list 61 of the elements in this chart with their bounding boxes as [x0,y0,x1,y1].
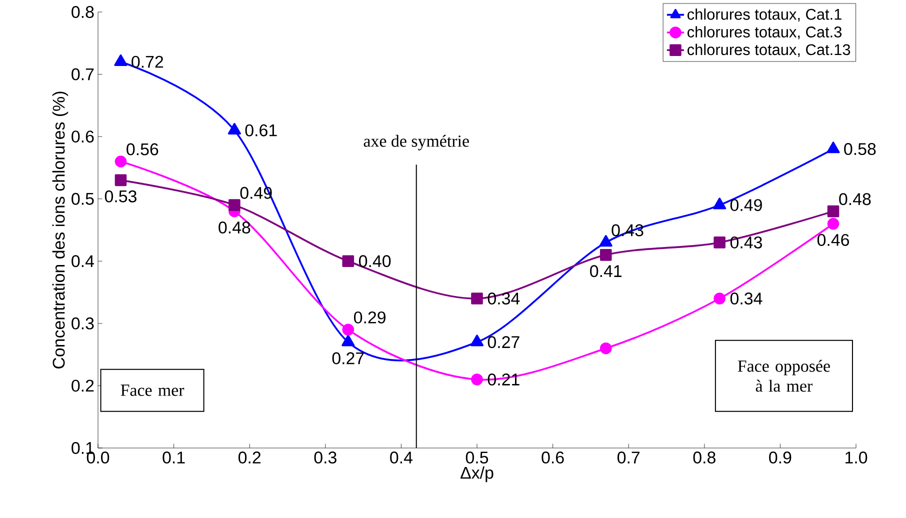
data-label: 0.41 [590,265,622,278]
x-tick-label: 0.9 [769,452,792,464]
x-tick-label: 1.0 [846,452,868,464]
ref-line-label: axe de symétrie [364,134,469,150]
legend-label: chlorures totaux, Cat.3 [688,26,842,40]
data-label: 0.34 [730,292,762,305]
point [600,249,612,261]
y-tick-label: 0.5 [72,192,94,205]
point [827,205,840,218]
x-tick-label: 0.3 [314,452,336,464]
x-tick-label: 0.7 [617,452,640,464]
x-tick-label: 0.1 [162,452,185,464]
point [228,199,240,211]
legend-label: chlorures totaux, Cat.1 [688,8,842,22]
data-label: 0.27 [332,352,364,364]
data-label: 0.34 [488,292,520,305]
data-label: 0.48 [218,222,250,234]
data-label: 0.29 [354,311,386,324]
y-tick-label: 0.4 [72,255,94,268]
point [342,324,354,336]
data-label: 0.61 [245,124,277,136]
x-tick-label: 0.2 [238,452,261,464]
data-label: 0.72 [132,56,164,68]
point [114,174,127,186]
data-label: 0.49 [730,199,762,212]
data-label: 0.43 [730,236,762,248]
data-label: 0.48 [839,193,871,206]
point [826,142,840,154]
point [599,235,612,247]
point [471,374,483,386]
x-tick-label: 0.0 [86,452,110,464]
point [114,156,127,168]
y-tick-label: 0.7 [72,68,94,80]
annotation: Face opposée à la mer [738,360,830,392]
data-label: 0.27 [488,336,520,348]
data-label: 0.53 [104,190,136,202]
data-label: 0.58 [844,143,876,156]
point [600,342,612,354]
point [114,54,128,66]
point [713,198,726,210]
y-tick-label: 0.3 [72,317,94,330]
annotation: Face mer [120,384,184,396]
point [714,236,726,248]
y-axis-title: Concentration des ions chlorures (%) [52,92,68,368]
x-tick-label: 0.4 [390,452,412,464]
point [827,218,840,230]
y-tick-label: 0.8 [72,6,94,18]
data-label: 0.56 [126,143,158,156]
point [714,292,726,304]
point [228,122,241,134]
data-label: 0.40 [358,255,391,268]
y-tick-label: 0.2 [72,380,94,392]
point [342,255,354,268]
legend-label: chlorures totaux, Cat.13 [688,44,850,57]
point [471,292,483,304]
data-label: 0.46 [817,234,849,246]
x-axis-title: Δx/p [460,466,494,482]
x-tick-label: 0.8 [693,452,716,464]
x-tick-label: 0.5 [466,452,488,464]
x-tick-label: 0.6 [542,452,564,464]
y-tick-label: 0.6 [72,130,94,143]
